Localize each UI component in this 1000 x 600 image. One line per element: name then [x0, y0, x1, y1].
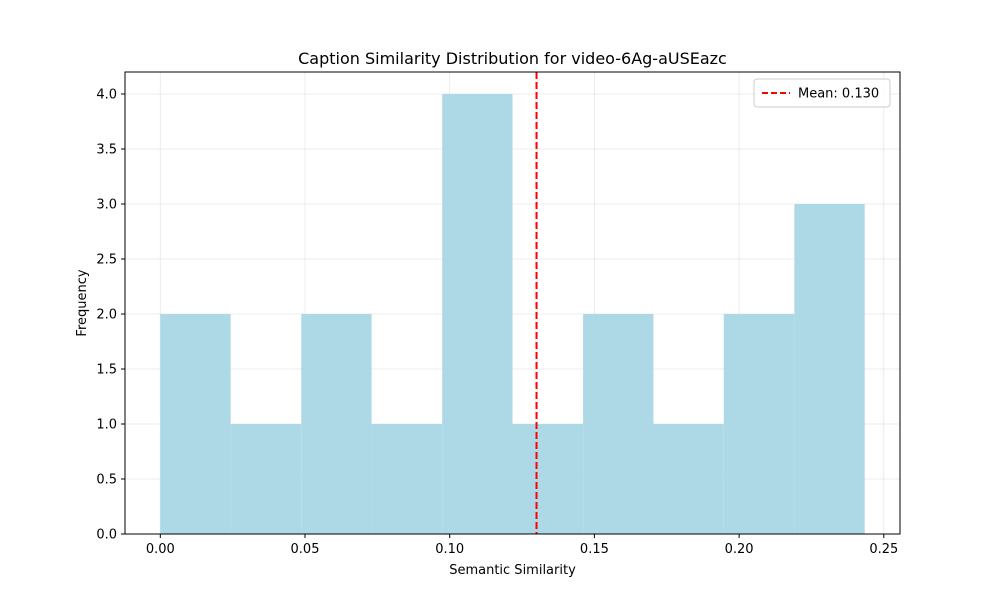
y-tick-label-6: 3.0 [96, 198, 117, 213]
histogram-bar-2 [301, 314, 372, 534]
y-axis-label: Frequency [75, 269, 90, 336]
histogram-bar-8 [723, 314, 795, 534]
histogram-bar-9 [794, 204, 865, 534]
x-tick-label-3: 0.15 [580, 542, 609, 557]
histogram-bar-7 [653, 424, 724, 534]
legend: Mean: 0.130 [753, 78, 891, 108]
y-tick-label-8: 4.0 [96, 88, 117, 103]
y-tick-label-2: 1.0 [96, 418, 117, 433]
y-tick-label-5: 2.5 [96, 253, 117, 268]
x-tick-label-5: 0.25 [869, 542, 898, 557]
x-tick-label-0: 0.00 [146, 542, 175, 557]
legend-box [753, 78, 891, 108]
x-tick-label-4: 0.20 [725, 542, 754, 557]
histogram-bars [160, 94, 865, 534]
y-tick-label-3: 1.5 [96, 363, 117, 378]
y-ticks: 0.0 0.5 1.0 1.5 2.0 2.5 3.0 3.5 4.0 [96, 88, 125, 543]
histogram-bar-0 [160, 314, 231, 534]
plot-frame [124, 71, 901, 535]
histogram-bar-3 [371, 424, 443, 534]
histogram-bar-5 [512, 424, 584, 534]
x-tick-label-1: 0.05 [291, 542, 320, 557]
histogram-bar-6 [583, 314, 654, 534]
y-tick-label-7: 3.5 [96, 143, 117, 158]
x-tick-label-2: 0.10 [435, 542, 464, 557]
x-axis-label: Semantic Similarity [449, 563, 576, 578]
chart-title: Caption Similarity Distribution for vide… [298, 49, 727, 68]
y-tick-label-0: 0.0 [96, 528, 117, 543]
x-ticks: 0.00 0.05 0.10 0.15 0.20 0.25 [146, 534, 898, 557]
histogram-bar-4 [442, 94, 513, 534]
y-tick-label-1: 0.5 [96, 473, 117, 488]
histogram-bar-1 [230, 424, 302, 534]
y-tick-label-4: 2.0 [96, 308, 117, 323]
legend-entry-mean: Mean: 0.130 [798, 87, 879, 102]
